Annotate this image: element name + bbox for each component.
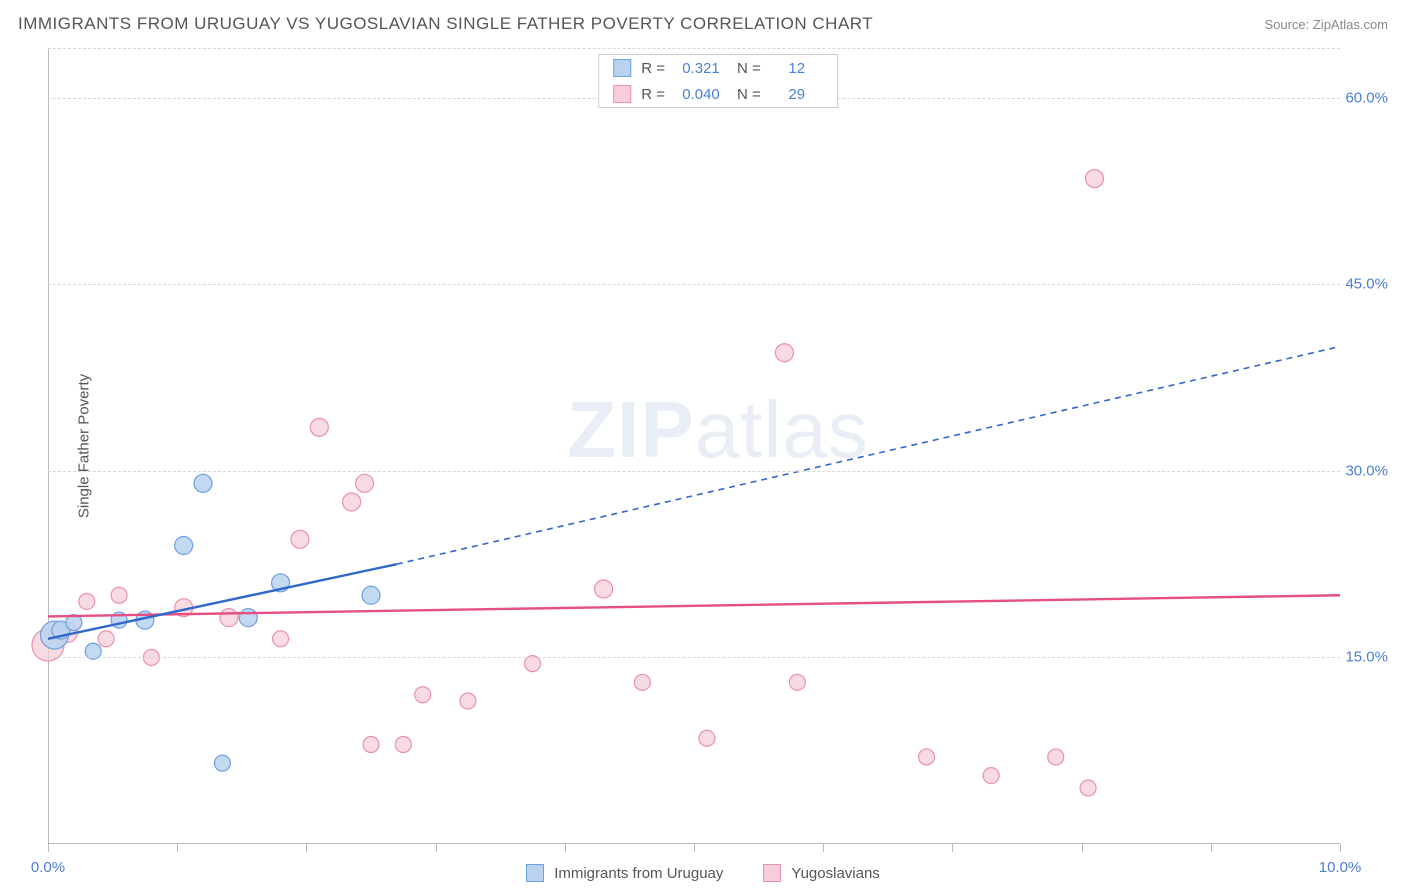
legend-stats: R = 0.321 N = 12 R = 0.040 N = 29 [598,54,838,108]
n-label: N = [737,60,761,77]
y-tick-label: 60.0% [1345,89,1388,106]
r-value-uruguay: 0.321 [675,60,727,77]
plot-svg [48,48,348,198]
watermark-zip: ZIP [567,385,694,474]
legend-swatch-yugoslavians-bottom [763,864,781,882]
source-attribution: Source: ZipAtlas.com [1264,17,1388,32]
legend-swatch-uruguay-bottom [526,864,544,882]
watermark-atlas: atlas [695,385,869,474]
r-label: R = [641,86,665,103]
n-value-yugoslavians: 29 [771,86,823,103]
legend-label-uruguay: Immigrants from Uruguay [554,865,723,882]
legend-item-uruguay: Immigrants from Uruguay [526,864,723,882]
y-tick-label: 15.0% [1345,649,1388,666]
chart-area: ZIPatlas R = 0.321 N = 12 R = 0.040 N = … [48,48,1388,844]
legend-label-yugoslavians: Yugoslavians [791,865,879,882]
plot-region: ZIPatlas R = 0.321 N = 12 R = 0.040 N = … [48,48,1388,844]
chart-header: IMMIGRANTS FROM URUGUAY VS YUGOSLAVIAN S… [0,0,1406,48]
watermark: ZIPatlas [567,384,868,476]
y-tick-label: 45.0% [1345,276,1388,293]
r-value-yugoslavians: 0.040 [675,86,727,103]
y-tick-label: 30.0% [1345,462,1388,479]
legend-stats-row-1: R = 0.040 N = 29 [599,81,837,107]
legend-swatch-uruguay [613,59,631,77]
legend-swatch-yugoslavians [613,85,631,103]
n-value-uruguay: 12 [771,60,823,77]
legend-item-yugoslavians: Yugoslavians [763,864,879,882]
chart-title: IMMIGRANTS FROM URUGUAY VS YUGOSLAVIAN S… [18,14,873,34]
legend-stats-row-0: R = 0.321 N = 12 [599,55,837,81]
n-label: N = [737,86,761,103]
r-label: R = [641,60,665,77]
legend-series: Immigrants from Uruguay Yugoslavians [0,864,1406,882]
